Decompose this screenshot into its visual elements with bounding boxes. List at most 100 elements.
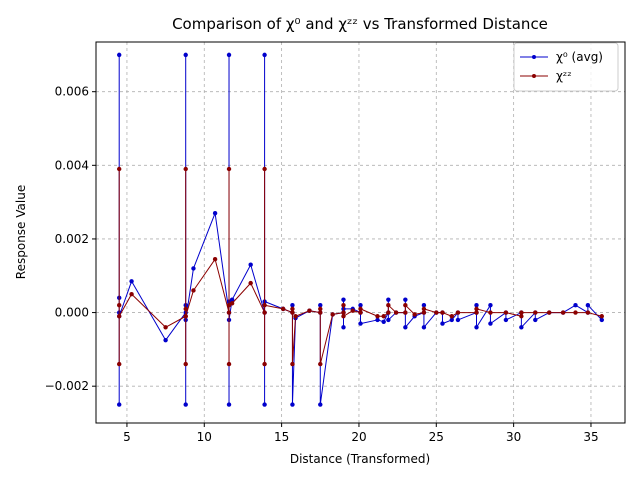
series-point-1 [412,312,417,317]
series-point-1 [474,310,479,315]
series-point-0 [599,317,604,323]
legend-marker-chizz [532,74,536,78]
series-point-1 [183,361,188,367]
series-point-1 [248,280,253,286]
series-point-0 [533,317,538,323]
series-point-1 [290,361,295,367]
series-point-0 [449,317,454,323]
series-point-1 [262,166,267,172]
series-point-1 [262,361,267,367]
series-point-1 [117,166,122,172]
series-point-0 [440,321,445,326]
series-point-1 [381,314,386,319]
y-tick-label: 0.000 [55,306,89,320]
series-point-1 [440,310,445,315]
series-point-1 [421,310,427,315]
series-point-0 [403,297,408,302]
x-axis: 5 10 15 20 25 30 35 [123,423,599,444]
series-point-1 [129,291,134,297]
series-point-0 [248,262,253,267]
series-point-1 [212,256,218,262]
series-layer [117,52,604,407]
legend-label-chizz: χᶻᶻ [556,69,572,83]
series-point-0 [386,297,391,302]
series-point-0 [488,321,493,326]
series-point-1 [290,310,295,315]
series-point-0 [262,52,267,58]
series-1 [117,166,604,367]
series-point-1 [183,306,188,312]
series-point-1 [318,306,323,312]
series-point-1 [226,166,232,172]
y-tick-label: 0.004 [55,158,89,172]
series-point-1 [585,310,591,315]
legend-box [513,42,619,92]
series-point-1 [341,314,346,319]
series-point-0 [290,303,295,308]
series-point-0 [358,321,363,326]
series-point-0 [341,297,346,302]
series-point-1 [262,303,267,308]
series-point-0 [474,303,479,308]
series-point-1 [386,310,391,315]
series-point-1 [293,314,298,319]
series-point-1 [191,288,196,293]
series-point-1 [375,314,380,319]
series-point-0 [474,325,479,330]
series-point-1 [519,310,524,315]
series-point-1 [117,303,122,308]
series-point-1 [599,314,604,319]
series-point-1 [318,361,323,367]
series-point-1 [434,310,439,315]
x-tick-label: 30 [506,430,521,444]
series-point-1 [117,314,122,319]
series-point-1 [341,303,346,308]
series-point-1 [163,325,168,330]
x-tick-label: 20 [351,430,366,444]
series-point-1 [560,310,566,315]
series-point-0 [290,402,295,407]
series-point-1 [350,308,355,313]
series-point-0 [381,319,386,324]
legend-marker-chi0 [532,55,536,59]
series-point-0 [117,402,122,407]
series-point-0 [183,402,188,407]
series-point-1 [226,310,232,315]
series-point-0 [421,325,427,330]
series-point-1 [290,306,295,312]
series-point-1 [488,310,493,315]
series-point-1 [503,310,509,315]
series-point-0 [585,303,591,308]
series-point-1 [117,361,122,367]
series-point-1 [358,306,363,312]
series-point-1 [403,310,408,315]
series-point-0 [129,279,134,284]
series-point-0 [226,52,232,58]
series-point-0 [183,52,188,58]
series-point-0 [318,303,323,308]
series-point-0 [318,402,323,407]
series-point-0 [421,303,427,308]
x-tick-label: 10 [197,430,212,444]
plot-frame [95,41,626,424]
series-point-1 [421,306,427,312]
y-axis-label: Response Value [14,185,28,279]
series-point-1 [455,310,461,315]
x-tick-label: 35 [583,430,598,444]
x-axis-label: Distance (Transformed) [290,452,430,466]
series-point-1 [358,310,363,315]
x-tick-label: 5 [123,430,131,444]
series-point-0 [386,317,391,323]
y-tick-label: −0.002 [45,379,89,393]
series-point-0 [455,317,461,323]
series-point-1 [262,310,267,315]
series-point-0 [358,303,363,308]
series-point-0 [488,303,493,308]
x-tick-label: 25 [429,430,444,444]
legend-label-chi0: χ⁰ (avg) [556,50,603,64]
series-point-1 [318,310,323,315]
series-point-1 [280,306,286,312]
series-point-1 [307,308,312,313]
series-point-0 [403,325,408,330]
